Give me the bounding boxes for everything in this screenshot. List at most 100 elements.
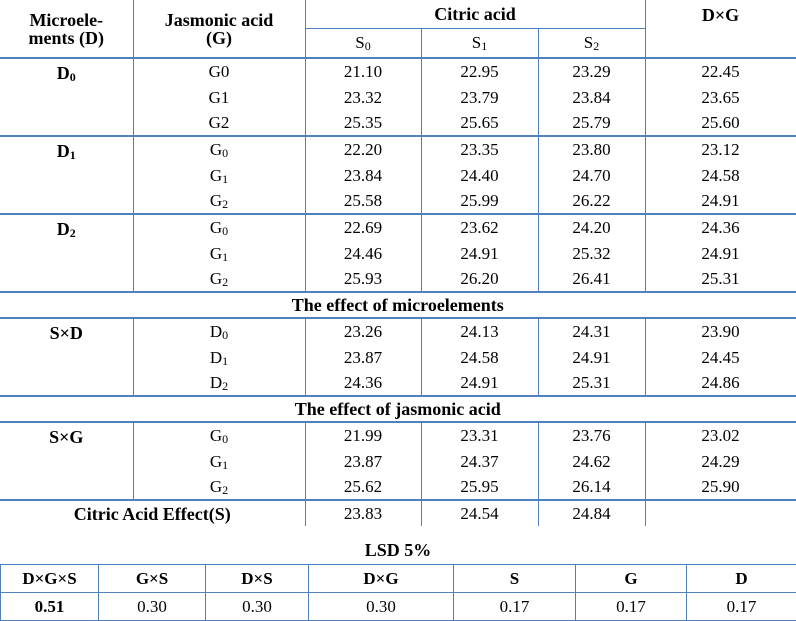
section-jasmonic-row: The effect of jasmonic acid xyxy=(0,396,796,423)
citric-effect-label: Citric Acid Effect(S) xyxy=(73,503,231,524)
value-cell: 23.87 xyxy=(304,448,421,474)
group-d1-factor-cell: G1 xyxy=(132,162,305,188)
factor-sub: 2 xyxy=(222,275,229,289)
lsd-table: D×G×S G×S D×S D×G S G D 0.51 0.30 0.30 0.30 0.17 0.… xyxy=(0,564,796,621)
value-cell: 25.32 xyxy=(537,240,646,266)
header-jasmonic-line2: (G) xyxy=(206,27,232,48)
lsd-header-cell: D xyxy=(686,564,796,593)
value-cell: 23.31 xyxy=(420,422,538,448)
value-cell: 24.58 xyxy=(644,162,796,188)
factor-text: G xyxy=(209,218,223,237)
value-cell: 24.36 xyxy=(644,214,796,240)
lsd-value-cell: 0.30 xyxy=(308,592,454,621)
group-d2-label-sub: 2 xyxy=(69,226,76,240)
factor-text: D xyxy=(209,322,223,341)
factor-text: D xyxy=(209,347,223,367)
value-cell: 26.22 xyxy=(537,188,646,215)
value-cell: 23.84 xyxy=(537,84,646,110)
value-cell: 25.90 xyxy=(644,474,796,501)
value-cell: 22.95 xyxy=(420,58,538,84)
lsd-value-cell: 0.17 xyxy=(453,592,576,621)
factor-text: G2 xyxy=(208,113,230,132)
citric-effect-empty xyxy=(644,500,796,526)
sxd-label-text: S×D xyxy=(49,323,83,343)
factor-text: G1 xyxy=(208,87,230,107)
value-cell: 24.91 xyxy=(644,188,796,215)
group-d2-label-text: D xyxy=(56,219,70,239)
group-d0-factor-cell: G0 xyxy=(132,58,305,84)
group-d0-label-text: D xyxy=(56,63,70,83)
value-cell: 24.91 xyxy=(420,370,538,397)
value-cell: 25.93 xyxy=(304,266,421,293)
section-microelements: The effect of microelements xyxy=(0,292,796,319)
header-s0-text: S xyxy=(355,33,365,53)
sxg-label: S×G xyxy=(0,422,133,501)
value-cell: 23.29 xyxy=(537,58,646,84)
value-cell: 24.62 xyxy=(537,448,646,474)
value-cell: 23.35 xyxy=(420,136,538,162)
lsd-value-cell: 0.17 xyxy=(575,592,687,621)
value-cell: 22.45 xyxy=(644,58,796,84)
factor-sub: 1 xyxy=(222,171,229,186)
factor-sub: 0 xyxy=(222,146,229,160)
header-s1-text: S xyxy=(471,33,482,53)
value-cell: 24.31 xyxy=(537,318,646,344)
lsd-header-cell: G xyxy=(575,564,687,593)
factor-sub: 0 xyxy=(222,432,229,446)
group-d0-factor-cell: G1 xyxy=(132,84,305,110)
factor-text: G xyxy=(209,243,223,263)
value-cell: 23.80 xyxy=(537,136,646,162)
factor-text: G xyxy=(209,477,223,496)
lsd-value-cell: 0.30 xyxy=(98,592,206,621)
value-cell: 24.91 xyxy=(537,344,646,370)
sxd-row: D2 24.36 24.91 25.31 24.86 xyxy=(0,370,796,397)
sxd-factor-cell: D2 xyxy=(132,370,305,397)
value-cell: 23.62 xyxy=(420,214,538,240)
sxg-row: S×G G0 21.99 23.31 23.76 23.02 xyxy=(0,422,796,501)
factor-text: G xyxy=(209,191,223,210)
value-cell: 24.36 xyxy=(304,370,421,397)
header-citric-acid: Citric acid xyxy=(304,0,646,29)
results-table: Microele- ments (D) Jasmonic acid (G) Ci… xyxy=(0,0,796,526)
value-cell: 25.99 xyxy=(420,188,538,215)
value-cell: 24.13 xyxy=(420,318,538,344)
group-d2-row: D2 G0 22.69 23.62 24.20 24.36 xyxy=(0,214,796,293)
value-cell: 24.70 xyxy=(537,162,646,188)
sxd-row: S×D D0 23.26 24.13 24.31 23.90 xyxy=(0,318,796,397)
group-d0-label-sub: 0 xyxy=(69,70,76,84)
factor-sub: 1 xyxy=(222,249,229,264)
sxd-factor-cell: D1 xyxy=(132,344,305,370)
group-d2-factor-cell: G0 xyxy=(132,214,305,240)
factor-text: D xyxy=(209,373,223,392)
group-d1-label-sub: 1 xyxy=(69,148,76,162)
value-cell: 23.65 xyxy=(644,84,796,110)
factor-text: G xyxy=(209,451,223,471)
factor-sub: 1 xyxy=(222,353,229,368)
header-jasmonic-line1: Jasmonic acid xyxy=(164,9,274,30)
value-cell: 24.58 xyxy=(420,344,538,370)
value-cell: 24.91 xyxy=(644,240,796,266)
value-cell: 25.60 xyxy=(644,110,796,137)
sxg-factor-cell: G2 xyxy=(132,474,305,501)
header-s0: S0 xyxy=(304,28,421,59)
factor-sub: 0 xyxy=(222,224,229,238)
value-cell: 23.32 xyxy=(304,84,421,110)
sxg-factor-cell: G0 xyxy=(132,422,305,448)
factor-text: G xyxy=(209,269,223,288)
header-dxg: D×G xyxy=(644,0,796,59)
value-cell: 25.58 xyxy=(304,188,421,215)
group-d2-factor-cell: G1 xyxy=(132,240,305,266)
group-d0-row: G2 25.35 25.65 25.79 25.60 xyxy=(0,110,796,137)
section-jasmonic: The effect of jasmonic acid xyxy=(0,396,796,423)
value-cell: 25.95 xyxy=(420,474,538,501)
group-d1-factor-cell: G0 xyxy=(132,136,305,162)
group-d1-label: D1 xyxy=(0,136,133,215)
group-d1-row: G2 25.58 25.99 26.22 24.91 xyxy=(0,188,796,215)
citric-effect-row: Citric Acid Effect(S) 23.83 24.54 24.84 xyxy=(0,500,796,526)
lsd-title: LSD 5% xyxy=(364,540,432,560)
factor-sub: 1 xyxy=(222,457,229,472)
value-cell: 25.31 xyxy=(537,370,646,397)
value-cell: 23.76 xyxy=(537,422,646,448)
value-cell: 22.20 xyxy=(304,136,421,162)
value-cell: 25.31 xyxy=(644,266,796,293)
